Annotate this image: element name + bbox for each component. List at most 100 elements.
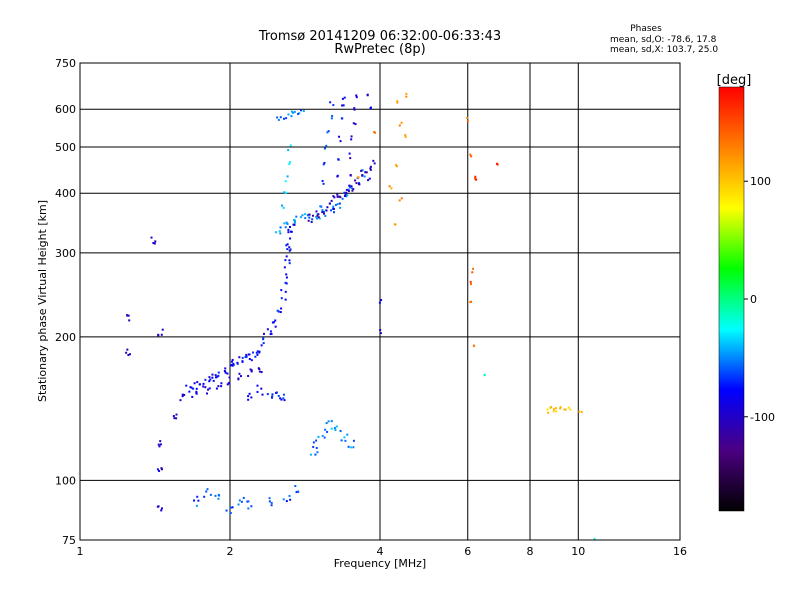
data-point (279, 232, 282, 235)
data-point (321, 179, 324, 182)
data-point (247, 507, 250, 510)
data-point (338, 135, 341, 138)
data-point (310, 220, 313, 223)
data-point (547, 411, 550, 414)
data-point (237, 378, 240, 381)
data-point (191, 395, 194, 398)
data-point (226, 372, 229, 375)
data-point (179, 399, 182, 402)
data-point (284, 290, 287, 293)
data-point (473, 344, 476, 347)
y-tick-label: 750 (55, 57, 76, 70)
data-point (154, 240, 157, 243)
data-point (470, 155, 473, 158)
data-point (321, 211, 324, 214)
data-point (203, 495, 206, 498)
phases-heading: Phases (630, 24, 662, 34)
data-point (396, 99, 399, 102)
data-point (335, 425, 338, 428)
data-point (181, 395, 184, 398)
data-point (284, 226, 287, 229)
data-point (242, 496, 245, 499)
y-tick-label: 200 (55, 331, 76, 344)
data-point (559, 407, 562, 410)
data-point (292, 111, 295, 114)
data-point (209, 493, 212, 496)
x-axis-label: Frequency [MHz] (334, 557, 426, 570)
data-point (317, 435, 320, 438)
data-point (322, 163, 325, 166)
data-point (317, 216, 320, 219)
data-point (240, 500, 243, 503)
data-point (284, 180, 287, 183)
data-point (469, 280, 472, 283)
data-point (334, 429, 337, 432)
data-point (248, 392, 251, 395)
data-point (276, 309, 279, 312)
colorbar-ticks: 100 0 -100 (744, 175, 775, 424)
data-point (283, 222, 286, 225)
data-point (315, 447, 318, 450)
data-point (128, 319, 131, 322)
data-point (227, 382, 230, 385)
data-point (400, 197, 403, 200)
data-point (246, 500, 249, 503)
data-point (195, 504, 198, 507)
data-point (380, 299, 383, 302)
data-point (552, 408, 555, 411)
data-point (262, 337, 265, 340)
data-point (241, 356, 244, 359)
data-point (350, 187, 353, 190)
data-point (268, 500, 271, 503)
data-point (314, 453, 317, 456)
data-point (367, 179, 370, 182)
data-point (208, 387, 211, 390)
data-point (217, 497, 220, 500)
data-point (285, 117, 288, 120)
data-point (312, 441, 315, 444)
data-point (285, 244, 288, 247)
data-point (279, 397, 282, 400)
data-point (188, 390, 191, 393)
data-point (288, 246, 291, 249)
data-point (316, 451, 319, 454)
data-point (343, 195, 346, 198)
data-point (230, 360, 233, 363)
data-point (160, 468, 163, 471)
data-point (354, 123, 357, 126)
colorbar-tick-label: -100 (750, 411, 775, 424)
data-point (345, 195, 348, 198)
data-point (342, 104, 345, 107)
data-point (311, 214, 314, 217)
data-point (379, 329, 382, 332)
data-point (156, 468, 159, 471)
data-point (325, 422, 328, 425)
data-point (372, 159, 375, 162)
data-point (159, 443, 162, 446)
data-point (250, 369, 253, 372)
data-point (198, 383, 201, 386)
data-point (159, 440, 162, 443)
y-tick-labels: 75 100 200 300 400 500 600 750 (55, 57, 76, 547)
data-point (369, 167, 372, 170)
x-tick-label: 4 (377, 545, 384, 558)
data-point (343, 191, 346, 194)
data-point (358, 182, 361, 185)
data-point (355, 94, 358, 97)
data-point (271, 393, 274, 396)
data-point (469, 153, 472, 156)
data-point (290, 230, 293, 233)
data-point (315, 210, 318, 213)
data-point (349, 174, 352, 177)
data-point (288, 163, 291, 166)
data-point (398, 124, 401, 127)
data-point (279, 226, 282, 229)
data-point (345, 191, 348, 194)
data-point (398, 199, 401, 202)
data-point (338, 202, 341, 205)
data-point (339, 429, 342, 432)
data-point (496, 163, 499, 166)
data-point (206, 488, 209, 491)
data-point (311, 218, 314, 221)
data-point (229, 511, 232, 514)
